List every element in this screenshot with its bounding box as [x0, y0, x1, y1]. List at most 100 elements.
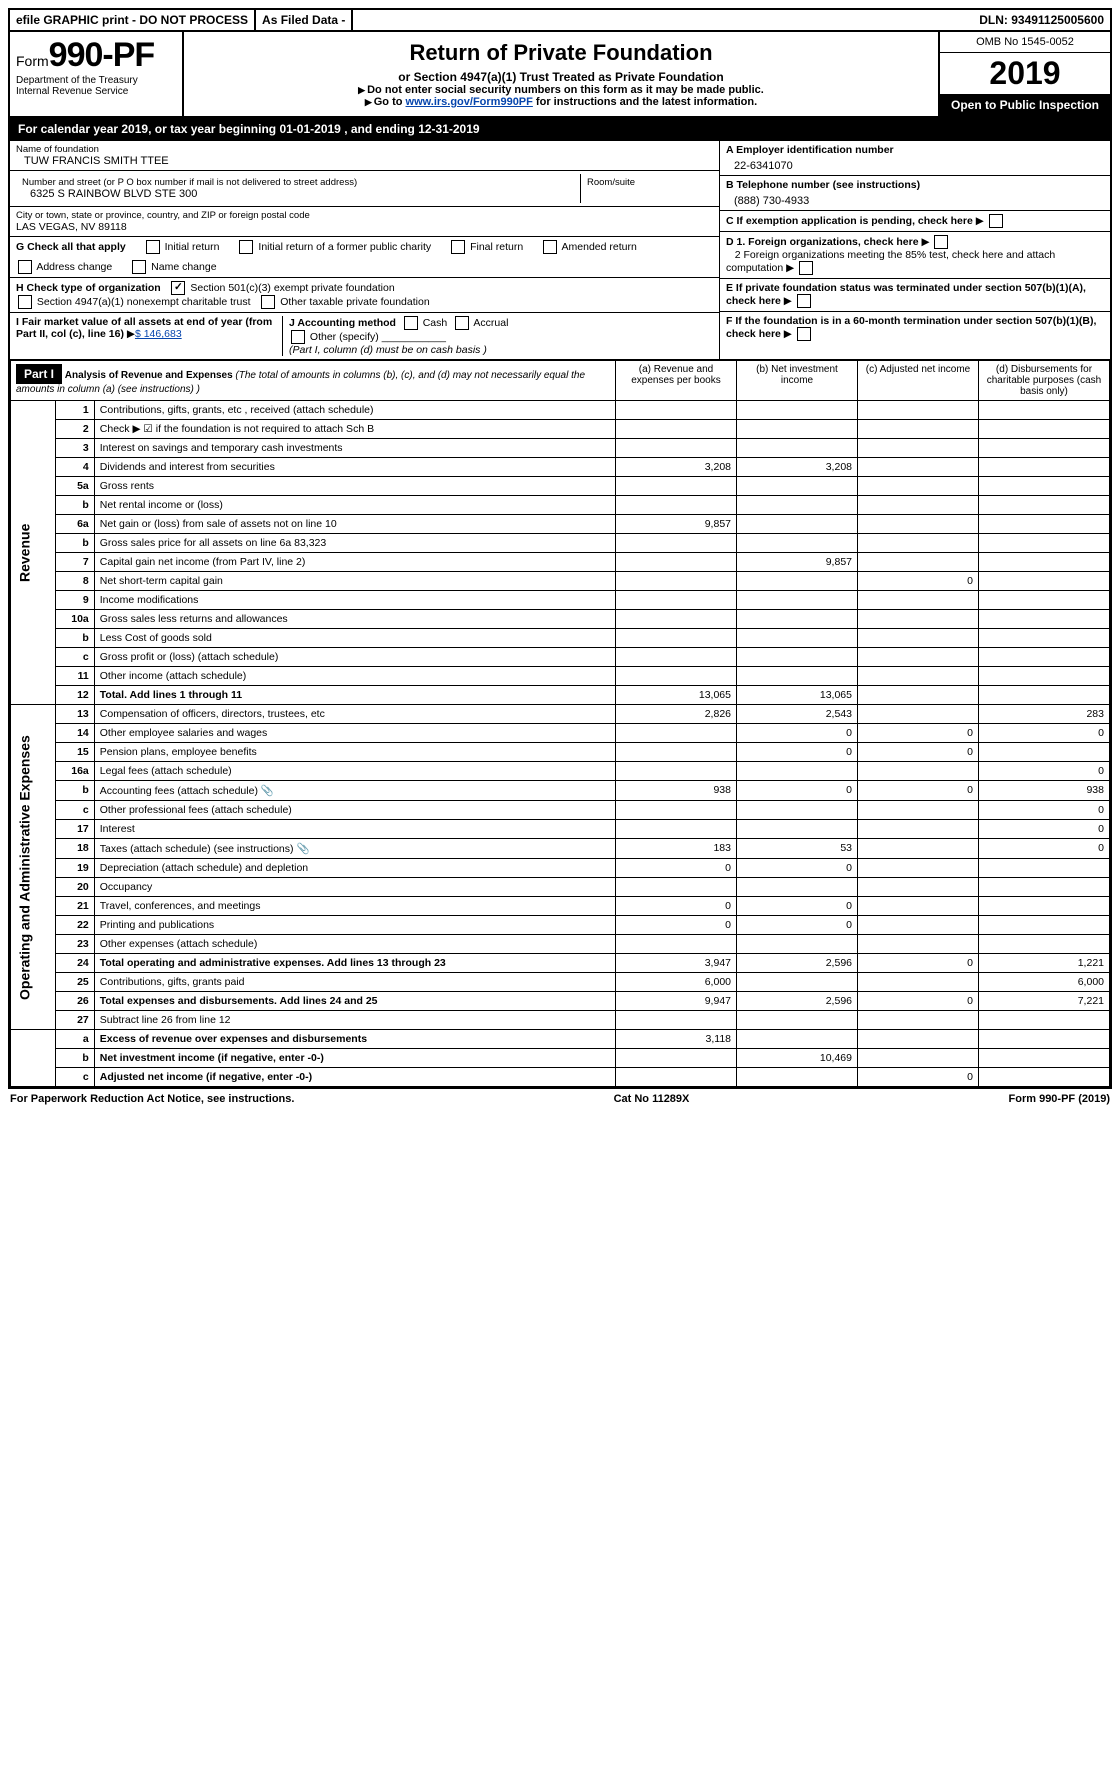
- ein-label: A Employer identification number: [726, 144, 894, 156]
- cell-d: 0: [979, 724, 1110, 743]
- part1-header-row: Part I Analysis of Revenue and Expenses …: [11, 361, 1110, 401]
- cell-a: 13,065: [616, 686, 737, 705]
- cell-c: [858, 820, 979, 839]
- line-number: b: [55, 781, 94, 801]
- phone-label: B Telephone number (see instructions): [726, 179, 920, 191]
- cell-d: [979, 553, 1110, 572]
- checkbox-icon[interactable]: [989, 214, 1003, 228]
- table-row: 6aNet gain or (loss) from sale of assets…: [11, 515, 1110, 534]
- part1-table: Part I Analysis of Revenue and Expenses …: [10, 360, 1110, 1087]
- cell-d: [979, 458, 1110, 477]
- cell-b: [737, 935, 858, 954]
- table-row: 27Subtract line 26 from line 12: [11, 1011, 1110, 1030]
- footer-right: Form 990-PF (2019): [1009, 1093, 1110, 1105]
- cell-d: [979, 515, 1110, 534]
- c-label: C If exemption application is pending, c…: [726, 215, 973, 227]
- cal-mid: , and ending: [344, 122, 418, 136]
- cell-a: [616, 610, 737, 629]
- checkbox-icon[interactable]: [799, 261, 813, 275]
- table-row: 21Travel, conferences, and meetings00: [11, 897, 1110, 916]
- checkbox-icon[interactable]: [543, 240, 557, 254]
- line-number: 19: [55, 859, 94, 878]
- line-number: a: [55, 1030, 94, 1049]
- line-description: Less Cost of goods sold: [94, 629, 615, 648]
- i-j-section: I Fair market value of all assets at end…: [10, 313, 719, 359]
- checkbox-icon[interactable]: [146, 240, 160, 254]
- line-number: 6a: [55, 515, 94, 534]
- table-row: 24Total operating and administrative exp…: [11, 954, 1110, 973]
- cell-d: [979, 916, 1110, 935]
- i-value: $ 146,683: [135, 328, 182, 340]
- cell-a: 0: [616, 859, 737, 878]
- g-opt-name: Name change: [130, 260, 216, 274]
- checkbox-icon[interactable]: [132, 260, 146, 274]
- cell-c: [858, 420, 979, 439]
- cell-a: [616, 553, 737, 572]
- cell-d: 0: [979, 820, 1110, 839]
- line-description: Dividends and interest from securities: [94, 458, 615, 477]
- dln: DLN: 93491125005600: [973, 10, 1110, 30]
- checkbox-icon[interactable]: [404, 316, 418, 330]
- attachment-icon: 📎: [261, 785, 274, 797]
- cell-d: [979, 610, 1110, 629]
- d2-label: 2 Foreign organizations meeting the 85% …: [726, 249, 1055, 274]
- ssn-warning: Do not enter social security numbers on …: [192, 84, 930, 96]
- cal-begin: 01-01-2019: [279, 122, 340, 136]
- cell-d: [979, 1049, 1110, 1068]
- checkbox-icon[interactable]: [291, 330, 305, 344]
- line-description: Occupancy: [94, 878, 615, 897]
- table-row: cGross profit or (loss) (attach schedule…: [11, 648, 1110, 667]
- attachment-icon: 📎: [296, 843, 309, 855]
- cell-b: [737, 1030, 858, 1049]
- cell-d: [979, 1011, 1110, 1030]
- j-note: (Part I, column (d) must be on cash basi…: [289, 344, 487, 356]
- table-row: 26Total expenses and disbursements. Add …: [11, 992, 1110, 1011]
- checkbox-icon[interactable]: [934, 235, 948, 249]
- checkbox-icon[interactable]: [239, 240, 253, 254]
- j-section: J Accounting method Cash Accrual Other (…: [283, 316, 713, 356]
- cell-a: 3,118: [616, 1030, 737, 1049]
- cell-a: 183: [616, 839, 737, 859]
- checkbox-icon[interactable]: ✓: [171, 281, 185, 295]
- line-description: Taxes (attach schedule) (see instruction…: [94, 839, 615, 859]
- checkbox-icon[interactable]: [797, 327, 811, 341]
- cell-b: 0: [737, 859, 858, 878]
- line-description: Travel, conferences, and meetings: [94, 897, 615, 916]
- checkbox-icon[interactable]: [451, 240, 465, 254]
- expenses-side-label: Operating and Administrative Expenses: [11, 705, 56, 1030]
- d1-label: D 1. Foreign organizations, check here: [726, 236, 919, 248]
- line-description: Gross rents: [94, 477, 615, 496]
- city-value: LAS VEGAS, NV 89118: [16, 221, 713, 233]
- line-number: 27: [55, 1011, 94, 1030]
- checkbox-icon[interactable]: [797, 294, 811, 308]
- cell-d: [979, 496, 1110, 515]
- checkbox-icon[interactable]: [18, 295, 32, 309]
- j-label: J Accounting method: [289, 317, 396, 329]
- cell-c: [858, 515, 979, 534]
- checkbox-icon[interactable]: [18, 260, 32, 274]
- cell-c: [858, 553, 979, 572]
- header-left: Form990-PF Department of the Treasury In…: [10, 32, 184, 116]
- cell-d: 6,000: [979, 973, 1110, 992]
- cell-b: 0: [737, 916, 858, 935]
- line-number: 20: [55, 878, 94, 897]
- irs-link[interactable]: www.irs.gov/Form990PF: [406, 96, 533, 108]
- line-number: 14: [55, 724, 94, 743]
- cal-end: 12-31-2019: [418, 122, 479, 136]
- line-number: 16a: [55, 762, 94, 781]
- room-label: Room/suite: [587, 177, 707, 188]
- cell-d: [979, 743, 1110, 762]
- cell-b: 0: [737, 724, 858, 743]
- line-number: b: [55, 534, 94, 553]
- line-number: 4: [55, 458, 94, 477]
- h-label: H Check type of organization: [16, 282, 161, 294]
- checkbox-icon[interactable]: [455, 316, 469, 330]
- cell-b: [737, 1011, 858, 1030]
- line-number: c: [55, 801, 94, 820]
- cell-a: [616, 534, 737, 553]
- cell-a: 3,208: [616, 458, 737, 477]
- cell-c: 0: [858, 992, 979, 1011]
- checkbox-icon[interactable]: [261, 295, 275, 309]
- table-row: 12Total. Add lines 1 through 1113,06513,…: [11, 686, 1110, 705]
- cell-c: 0: [858, 954, 979, 973]
